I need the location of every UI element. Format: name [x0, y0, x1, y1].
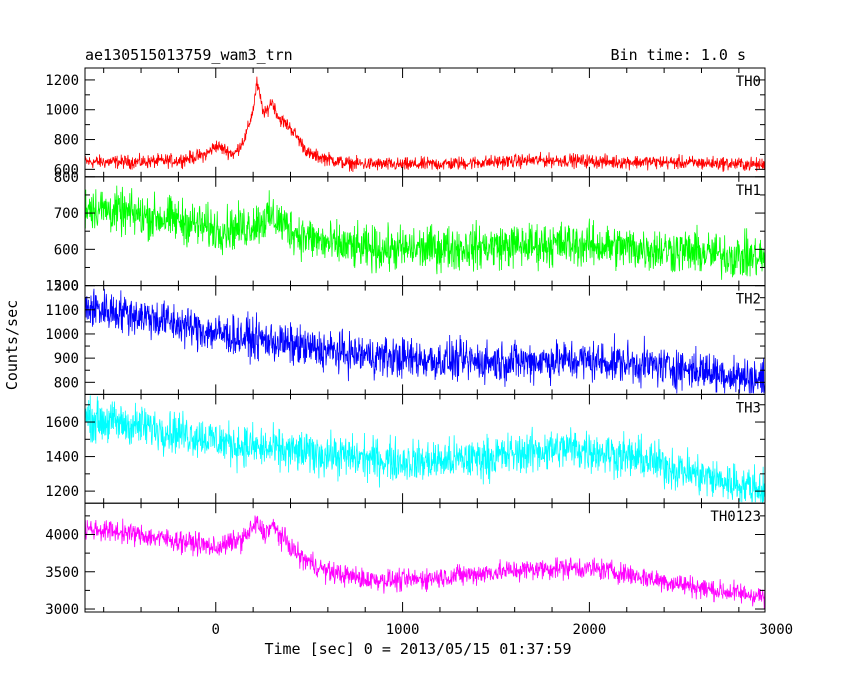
y-tick-label: 500: [54, 279, 79, 295]
y-tick-label: 3500: [45, 565, 79, 581]
y-tick-label: 800: [54, 170, 79, 186]
y-tick-label: 1000: [45, 327, 79, 343]
y-tick-label: 1200: [45, 279, 79, 295]
panel-frame: [84, 502, 766, 613]
y-tick-label: 800: [54, 375, 79, 391]
y-tick-label: 1200: [45, 73, 79, 89]
panel-th0123: 3000 3500 4000 TH0123: [45, 502, 766, 618]
y-tick-label: 1000: [45, 103, 79, 119]
x-tick-label: 0: [212, 622, 220, 638]
x-tick-label: 2000: [573, 622, 607, 638]
panel-th1: 500 600 700 800 TH1: [54, 170, 766, 295]
series-line-th3: [84, 395, 766, 503]
x-tick-label: 3000: [759, 622, 793, 638]
y-axis-label: Counts/sec: [3, 300, 21, 390]
y-tick-label: 1200: [45, 484, 79, 500]
x-axis-label: Time [sec] 0 = 2013/05/15 01:37:59: [264, 640, 571, 658]
y-tick-label: 600: [54, 242, 79, 258]
x-tick-label: 1000: [386, 622, 420, 638]
series-line-th1: [84, 185, 766, 280]
panel-th2: 800 900 1000 1100 1200 TH2: [45, 279, 766, 395]
y-tick-label: 900: [54, 351, 79, 367]
y-tick-label: 1400: [45, 450, 79, 466]
panel-label-th2: TH2: [736, 292, 761, 308]
panel-frame: [84, 176, 766, 287]
panel-label-th3: TH3: [736, 400, 761, 416]
panel-th3: 1200 1400 1600 TH3: [45, 393, 766, 504]
panel-label-th0123: TH0123: [710, 509, 761, 525]
y-tick-label: 3000: [45, 602, 79, 618]
y-tick-label: 1600: [45, 415, 79, 431]
y-tick-label: 1100: [45, 303, 79, 319]
bin-time-label: Bin time: 1.0 s: [611, 46, 746, 64]
series-line-th2: [84, 288, 766, 394]
panel-label-th0: TH0: [736, 74, 761, 90]
y-tick-label: 700: [54, 206, 79, 222]
y-tick-label: 800: [54, 133, 79, 149]
y-tick-label: 600: [54, 162, 79, 178]
panel-th0: 600 800 1000 1200 TH0: [45, 67, 766, 178]
y-tick-label: 4000: [45, 527, 79, 543]
panel-label-th1: TH1: [736, 183, 761, 199]
series-line-th0123: [84, 515, 766, 609]
series-line-th0: [84, 76, 766, 172]
panel-frame: [84, 393, 766, 504]
chart-title: ae130515013759_wam3_trn: [85, 46, 293, 64]
